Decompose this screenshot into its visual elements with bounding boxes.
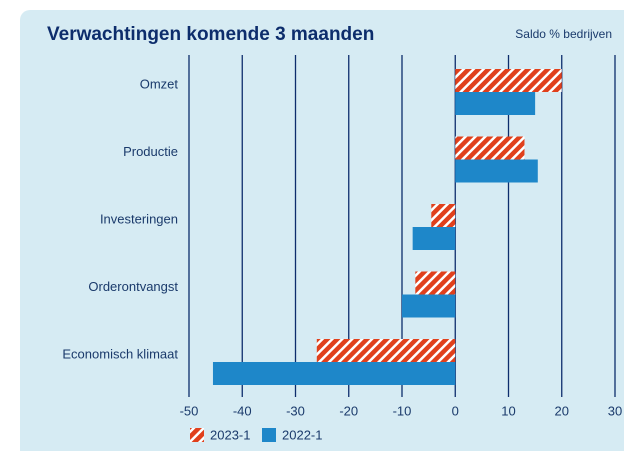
x-tick-label: -50: [180, 403, 199, 418]
bar: [455, 136, 525, 160]
bar: [402, 294, 456, 318]
y-tick-label: Productie: [123, 144, 178, 159]
legend-swatch: [190, 428, 204, 442]
y-tick-label: Investeringen: [100, 211, 178, 226]
legend-swatch: [262, 428, 276, 442]
chart-title: Verwachtingen komende 3 maanden: [47, 24, 374, 45]
x-tick-label: -30: [286, 403, 305, 418]
chart-subtitle: Saldo % bedrijven: [515, 27, 612, 41]
x-tick-label: -40: [233, 403, 252, 418]
y-tick-label: Economisch klimaat: [62, 346, 178, 361]
x-tick-label: 20: [555, 403, 569, 418]
bar: [431, 204, 456, 227]
bar: [316, 339, 456, 362]
x-tick-label: -10: [393, 403, 412, 418]
bar: [455, 92, 536, 115]
x-tick-label: -20: [339, 403, 358, 418]
bar: [212, 362, 456, 385]
bar: [412, 227, 456, 250]
bar: [415, 271, 456, 295]
y-tick-label: Orderontvangst: [88, 279, 178, 294]
y-tick-label: Omzet: [140, 76, 179, 91]
x-tick-label: 30: [608, 403, 622, 418]
legend-label: 2022-1: [282, 427, 322, 442]
bar: [455, 159, 538, 183]
x-tick-label: 10: [501, 403, 515, 418]
bar: [455, 69, 562, 92]
legend-label: 2023-1: [210, 427, 250, 442]
panel: [20, 10, 624, 451]
x-tick-label: 0: [452, 403, 459, 418]
